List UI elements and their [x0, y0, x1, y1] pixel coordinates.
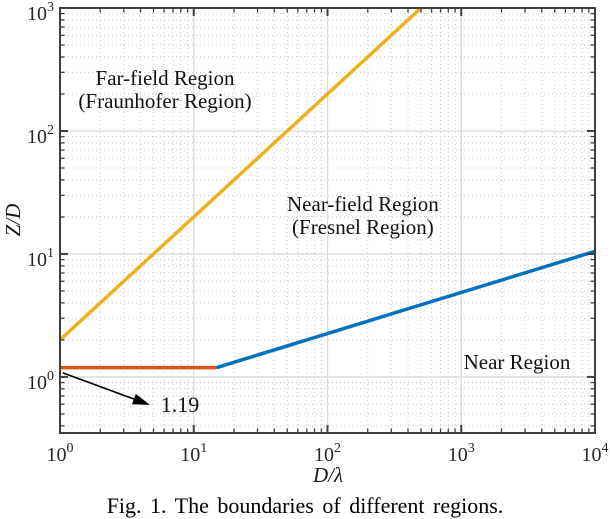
axis-layer: [59, 7, 596, 434]
x-tick-label: 101: [180, 441, 207, 466]
y-axis-label: Z/D: [1, 204, 25, 237]
far-field-region-label: (Fraunhofer Region): [78, 89, 251, 113]
region-boundaries-chart: Far-field Region(Fraunhofer Region) Near-…: [1, 0, 609, 487]
x-tick-label: 102: [314, 441, 341, 466]
callout-arrow: [62, 372, 135, 400]
near-field-region-label: (Fresnel Region): [292, 215, 434, 239]
y-tick-label: 103: [27, 0, 54, 25]
callout-arrowhead: [132, 393, 150, 405]
value-callout-label: 1.19: [161, 392, 200, 417]
x-tick-label: 104: [582, 441, 609, 466]
grid-layer: [60, 8, 595, 433]
figure-caption: Fig. 1. The boundaries of different regi…: [106, 493, 504, 518]
y-tick-label: 101: [27, 246, 54, 271]
x-tick-label: 100: [47, 441, 74, 466]
x-axis-label: D/λ: [312, 463, 343, 487]
tick-label-layer: 100 101 102 103 104 100 101 102 103: [27, 0, 609, 466]
y-tick-label: 102: [27, 123, 54, 148]
far-field-boundary-line: [60, 8, 423, 342]
near-region-label: Near Region: [464, 350, 571, 374]
x-tick-label: 103: [448, 441, 475, 466]
y-tick-label: 100: [27, 369, 54, 394]
series-layer: [60, 8, 595, 370]
near-field-boundary-line: [216, 249, 595, 370]
annotation-layer: Far-field Region(Fraunhofer Region) Near-…: [62, 66, 571, 417]
far-field-region-label: Far-field Region: [96, 66, 235, 90]
near-field-region-label: Near-field Region: [287, 192, 439, 216]
